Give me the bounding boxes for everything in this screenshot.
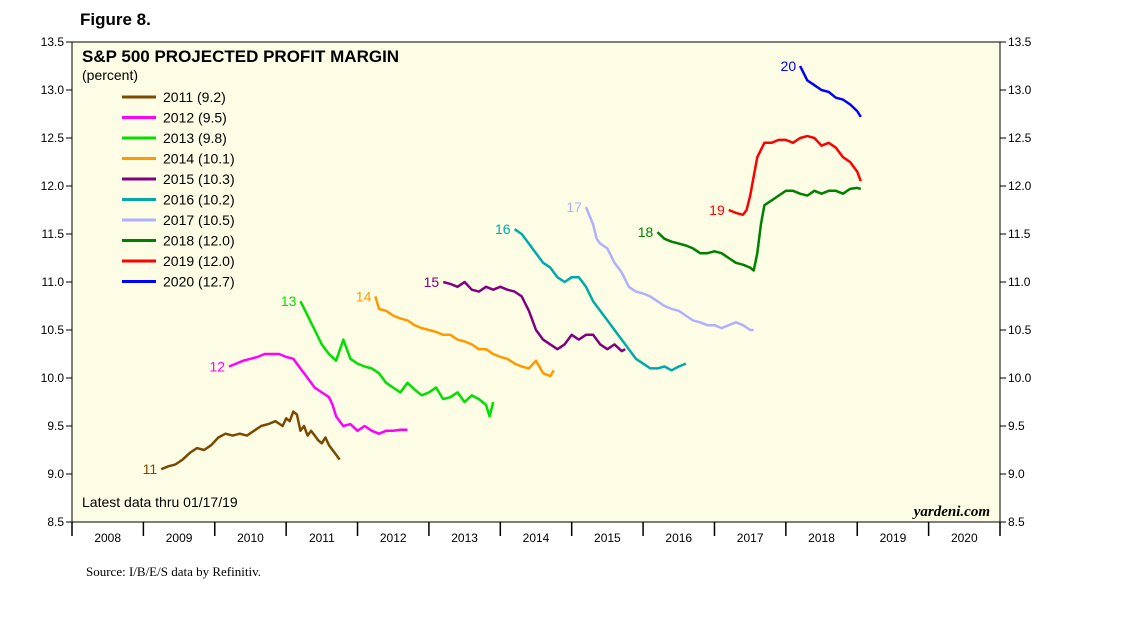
x-tick-label: 2008 bbox=[94, 531, 121, 545]
y-tick-label-left: 9.5 bbox=[47, 419, 64, 433]
y-tick-label-right: 10.5 bbox=[1008, 323, 1032, 337]
x-tick-label: 2013 bbox=[451, 531, 478, 545]
x-tick-label: 2018 bbox=[808, 531, 835, 545]
chart-title: S&P 500 PROJECTED PROFIT MARGIN bbox=[82, 47, 399, 66]
chart-subtitle: (percent) bbox=[82, 67, 138, 83]
y-tick-label-left: 13.0 bbox=[41, 83, 65, 97]
series-label-12: 12 bbox=[209, 358, 225, 374]
series-line-15 bbox=[442, 280, 626, 353]
series-line-18 bbox=[656, 186, 862, 272]
y-tick-label-right: 11.0 bbox=[1008, 275, 1031, 289]
series-layer: 11 12 13 14 15 16 17 18 19 20 bbox=[143, 58, 862, 477]
series-line-17 bbox=[584, 206, 754, 332]
y-tick-label-right: 11.5 bbox=[1008, 227, 1031, 241]
y-tick-label-right: 13.5 bbox=[1008, 35, 1032, 49]
legend-entry: 2013 (9.8) bbox=[163, 130, 227, 146]
x-tick-label: 2015 bbox=[594, 531, 621, 545]
series-label-17: 17 bbox=[566, 199, 582, 215]
legend-entry: 2018 (12.0) bbox=[163, 233, 235, 249]
y-tick-label-left: 10.0 bbox=[41, 371, 65, 385]
y-tick-label-left: 8.5 bbox=[47, 515, 64, 529]
series-label-14: 14 bbox=[356, 288, 372, 304]
brand-watermark: yardeni.com bbox=[912, 504, 990, 520]
series-line-16 bbox=[513, 228, 687, 372]
legend-entry: 2016 (10.2) bbox=[163, 192, 235, 208]
legend-entry: 2011 (9.2) bbox=[163, 89, 226, 105]
series-line-14 bbox=[374, 296, 555, 378]
y-tick-label-right: 12.5 bbox=[1008, 131, 1032, 145]
series-line-12 bbox=[228, 352, 408, 435]
y-tick-label-left: 12.0 bbox=[41, 179, 65, 193]
x-tick-label: 2020 bbox=[951, 531, 978, 545]
y-tick-label-right: 9.0 bbox=[1008, 467, 1025, 481]
series-line-13 bbox=[299, 300, 495, 418]
x-tick-label: 2014 bbox=[523, 531, 550, 545]
x-tick-label: 2017 bbox=[737, 531, 764, 545]
y-tick-label-left: 9.0 bbox=[47, 467, 64, 481]
y-tick-label-left: 12.5 bbox=[41, 131, 65, 145]
x-tick-label: 2010 bbox=[237, 531, 264, 545]
legend-entry: 2012 (9.5) bbox=[163, 110, 227, 126]
series-label-20: 20 bbox=[781, 58, 797, 74]
legend-entry: 2014 (10.1) bbox=[163, 151, 235, 167]
x-tick-label: 2011 bbox=[309, 531, 335, 545]
x-tick-label: 2012 bbox=[380, 531, 407, 545]
legend-entry: 2020 (12.7) bbox=[163, 274, 235, 290]
x-tick-label: 2019 bbox=[880, 531, 907, 545]
legend-entry: 2017 (10.5) bbox=[163, 212, 235, 228]
x-tick-label: 2016 bbox=[665, 531, 692, 545]
series-label-13: 13 bbox=[281, 293, 297, 309]
source-note: Source: I/B/E/S data by Refinitiv. bbox=[86, 564, 261, 579]
y-tick-label-right: 10.0 bbox=[1008, 371, 1032, 385]
series-label-19: 19 bbox=[709, 202, 725, 218]
y-tick-label-right: 8.5 bbox=[1008, 515, 1025, 529]
y-tick-label-right: 12.0 bbox=[1008, 179, 1032, 193]
series-line-11 bbox=[160, 410, 341, 471]
series-label-15: 15 bbox=[424, 274, 440, 290]
series-label-18: 18 bbox=[638, 224, 654, 240]
legend: 2011 (9.2) 2012 (9.5) 2013 (9.8) 2014 (10.1… bbox=[122, 89, 235, 290]
y-tick-label-left: 13.5 bbox=[41, 35, 65, 49]
latest-data-note: Latest data thru 01/17/19 bbox=[82, 494, 238, 510]
series-line-19 bbox=[728, 134, 862, 217]
y-tick-label-left: 10.5 bbox=[41, 323, 65, 337]
y-tick-label-right: 13.0 bbox=[1008, 83, 1032, 97]
y-tick-label-left: 11.0 bbox=[42, 275, 65, 289]
legend-entry: 2015 (10.3) bbox=[163, 171, 235, 187]
y-tick-label-left: 11.5 bbox=[42, 227, 65, 241]
y-tick-label-right: 9.5 bbox=[1008, 419, 1025, 433]
series-label-16: 16 bbox=[495, 221, 511, 237]
figure-label: Figure 8. bbox=[80, 10, 151, 29]
x-tick-label: 2009 bbox=[166, 531, 193, 545]
series-label-11: 11 bbox=[143, 461, 158, 477]
axes: 8.5 8.5 9.0 9.0 9.5 9.5 10.0 10.0 10.5 10.5 11.0 11… bbox=[41, 35, 1032, 545]
legend-entry: 2019 (12.0) bbox=[163, 253, 235, 269]
series-line-20 bbox=[798, 65, 862, 118]
